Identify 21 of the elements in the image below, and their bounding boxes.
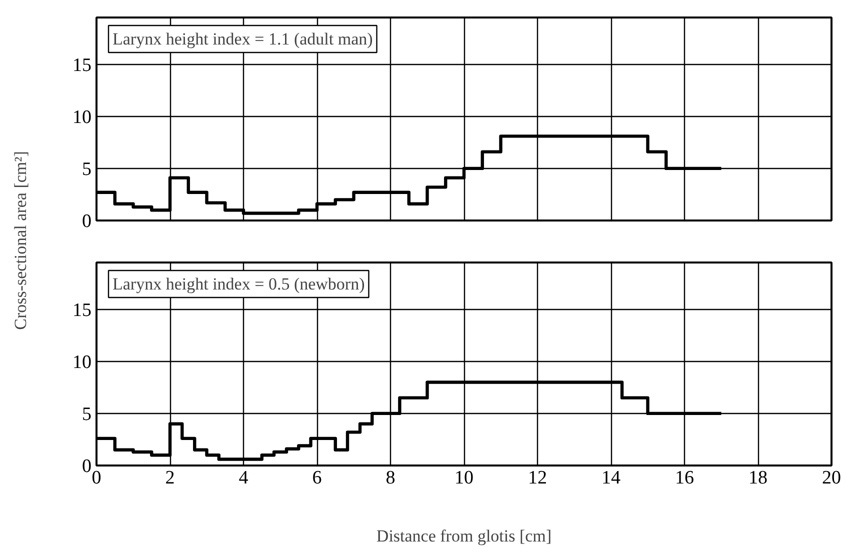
x-tick-label: 18 xyxy=(748,468,768,488)
y-tick-label: 10 xyxy=(72,352,92,373)
x-tick-label: 20 xyxy=(822,468,841,488)
x-tick-label: 4 xyxy=(238,468,249,488)
x-tick-label: 8 xyxy=(386,468,396,488)
x-tick-label: 10 xyxy=(454,468,474,488)
x-tick-label: 16 xyxy=(675,468,694,488)
x-tick-label: 14 xyxy=(602,468,621,488)
y-tick-label: 0 xyxy=(82,211,92,232)
annotation: Larynx height index = 0.5 (newborn) xyxy=(112,274,365,294)
annotation: Larynx height index = 1.1 (adult man) xyxy=(112,30,373,48)
y-tick-label: 15 xyxy=(72,54,92,76)
x-axis-title: Distance from glotis [cm] xyxy=(376,526,552,546)
y-axis-title: Cross-sectional area [cm²] xyxy=(11,151,30,330)
y-tick-label: 10 xyxy=(72,106,92,128)
x-tick-label: 6 xyxy=(312,468,322,488)
y-tick-label: 5 xyxy=(82,404,92,425)
y-tick-label: 5 xyxy=(82,158,92,180)
x-tick-label: 12 xyxy=(528,468,547,488)
x-tick-label: 2 xyxy=(165,468,175,488)
y-tick-label: 15 xyxy=(72,300,92,321)
